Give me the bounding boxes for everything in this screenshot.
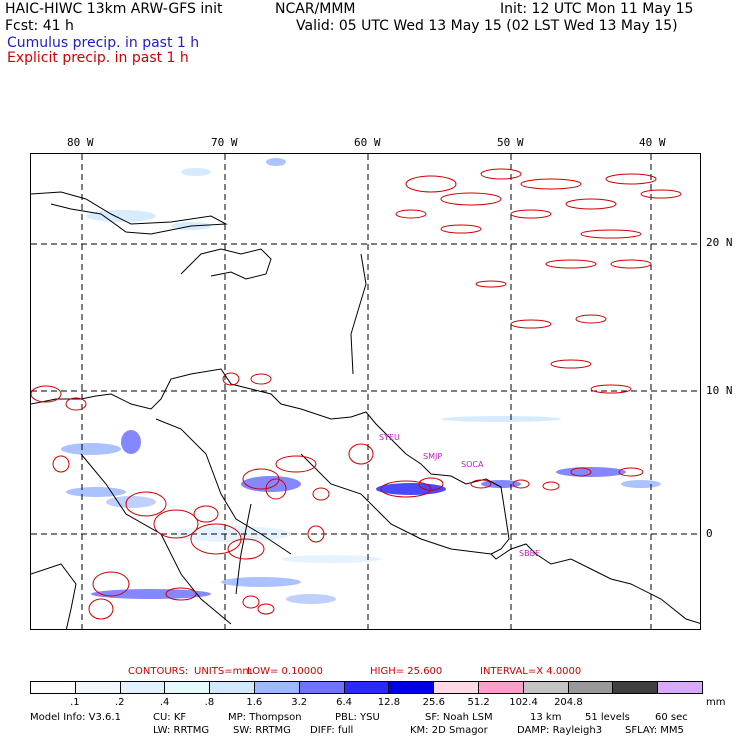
- lw-scheme: LW: RRTMG: [153, 725, 210, 736]
- station-sbbe: SBBE: [519, 549, 541, 558]
- contours-high: HIGH= 25.600: [370, 666, 443, 677]
- mp-scheme: MP: Thompson: [228, 712, 302, 723]
- colorbar-cell: [165, 682, 211, 693]
- grid-spacing: 13 km: [530, 712, 562, 723]
- colorbar-tick-label: 204.8: [554, 697, 583, 708]
- timestep: 60 sec: [655, 712, 688, 723]
- colorbar-cell: [568, 682, 614, 693]
- init-time: Init: 12 UTC Mon 11 May 15: [500, 1, 694, 17]
- colorbar-tick-label: 12.8: [377, 697, 401, 708]
- lon-label-70w: 70 W: [211, 136, 238, 149]
- station-smjp: SMJP: [423, 452, 443, 461]
- colorbar-tick-label: 6.4: [336, 697, 353, 708]
- lon-label-80w: 80 W: [67, 136, 94, 149]
- colorbar-tick-label: 3.2: [291, 697, 308, 708]
- lat-label-10n: 10 N: [706, 384, 733, 397]
- damp-option: DAMP: Rayleigh3: [517, 725, 603, 736]
- model-title: HAIC-HIWC 13km ARW-GFS init: [5, 1, 223, 17]
- colorbar-cell: [613, 682, 659, 693]
- colorbar-tick-label: 25.6: [422, 697, 445, 708]
- station-syeu: SYEU: [379, 433, 400, 442]
- colorbar-cell: [299, 682, 345, 693]
- colorbar-tick-label: .4: [159, 697, 170, 708]
- field-label-cumulus: Cumulus precip. in past 1 h: [7, 35, 200, 51]
- colorbar-tick-label: .8: [204, 697, 215, 708]
- coastline-layer: [31, 191, 700, 629]
- diff-option: DIFF: full: [310, 725, 354, 736]
- colorbar-tick-label: .2: [114, 697, 125, 708]
- model-version: Model Info: V3.6.1: [30, 712, 121, 723]
- field-label-explicit: Explicit precip. in past 1 h: [7, 50, 189, 66]
- sw-scheme: SW: RRTMG: [233, 725, 291, 736]
- contours-interval: INTERVAL=X 4.0000: [480, 666, 582, 677]
- sflay-scheme: SFLAY: MM5: [625, 725, 684, 736]
- colorbar-cell: [389, 682, 435, 693]
- lat-lon-grid: [31, 154, 700, 629]
- colorbar-cell: [31, 682, 76, 693]
- colorbar-unit: mm: [706, 697, 726, 708]
- colorbar-tick-label: 1.6: [246, 697, 263, 708]
- contours-label: CONTOURS:: [128, 666, 189, 677]
- colorbar-cell: [344, 682, 390, 693]
- cu-scheme: CU: KF: [153, 712, 187, 723]
- colorbar-cell: [478, 682, 524, 693]
- precip-map: SYEU SMJP SOCA SBBE: [30, 153, 701, 630]
- org-label: NCAR/MMM: [275, 1, 356, 17]
- lon-label-60w: 60 W: [354, 136, 381, 149]
- colorbar-tick-label: 51.2: [467, 697, 490, 708]
- colorbar-tick-label: .1: [70, 697, 80, 708]
- vertical-levels: 51 levels: [585, 712, 630, 723]
- colorbar-cell: [254, 682, 300, 693]
- colorbar-tick-label: 102.4: [509, 697, 538, 708]
- contours-low: LOW= 0.10000: [247, 666, 323, 677]
- lat-label-20n: 20 N: [706, 236, 733, 249]
- valid-time: Valid: 05 UTC Wed 13 May 15 (02 LST Wed …: [296, 18, 678, 34]
- map-canvas: [31, 154, 700, 629]
- contours-units: UNITS=mm: [194, 666, 253, 677]
- lon-label-50w: 50 W: [497, 136, 524, 149]
- forecast-hour: Fcst: 41 h: [5, 18, 74, 34]
- precip-colorbar: [30, 681, 703, 694]
- colorbar-cell: [210, 682, 255, 693]
- sf-scheme: SF: Noah LSM: [425, 712, 493, 723]
- pbl-scheme: PBL: YSU: [335, 712, 380, 723]
- colorbar-cell: [658, 682, 702, 693]
- station-soca: SOCA: [461, 460, 484, 469]
- cumulus-precip-layer: [61, 158, 661, 604]
- explicit-precip-layer: [31, 168, 682, 620]
- colorbar-cell: [120, 682, 166, 693]
- colorbar-cell: [75, 682, 121, 693]
- colorbar-cell: [434, 682, 479, 693]
- lat-label-0: 0: [706, 527, 713, 540]
- colorbar-cell: [523, 682, 569, 693]
- lon-label-40w: 40 W: [639, 136, 666, 149]
- km-option: KM: 2D Smagor: [410, 725, 488, 736]
